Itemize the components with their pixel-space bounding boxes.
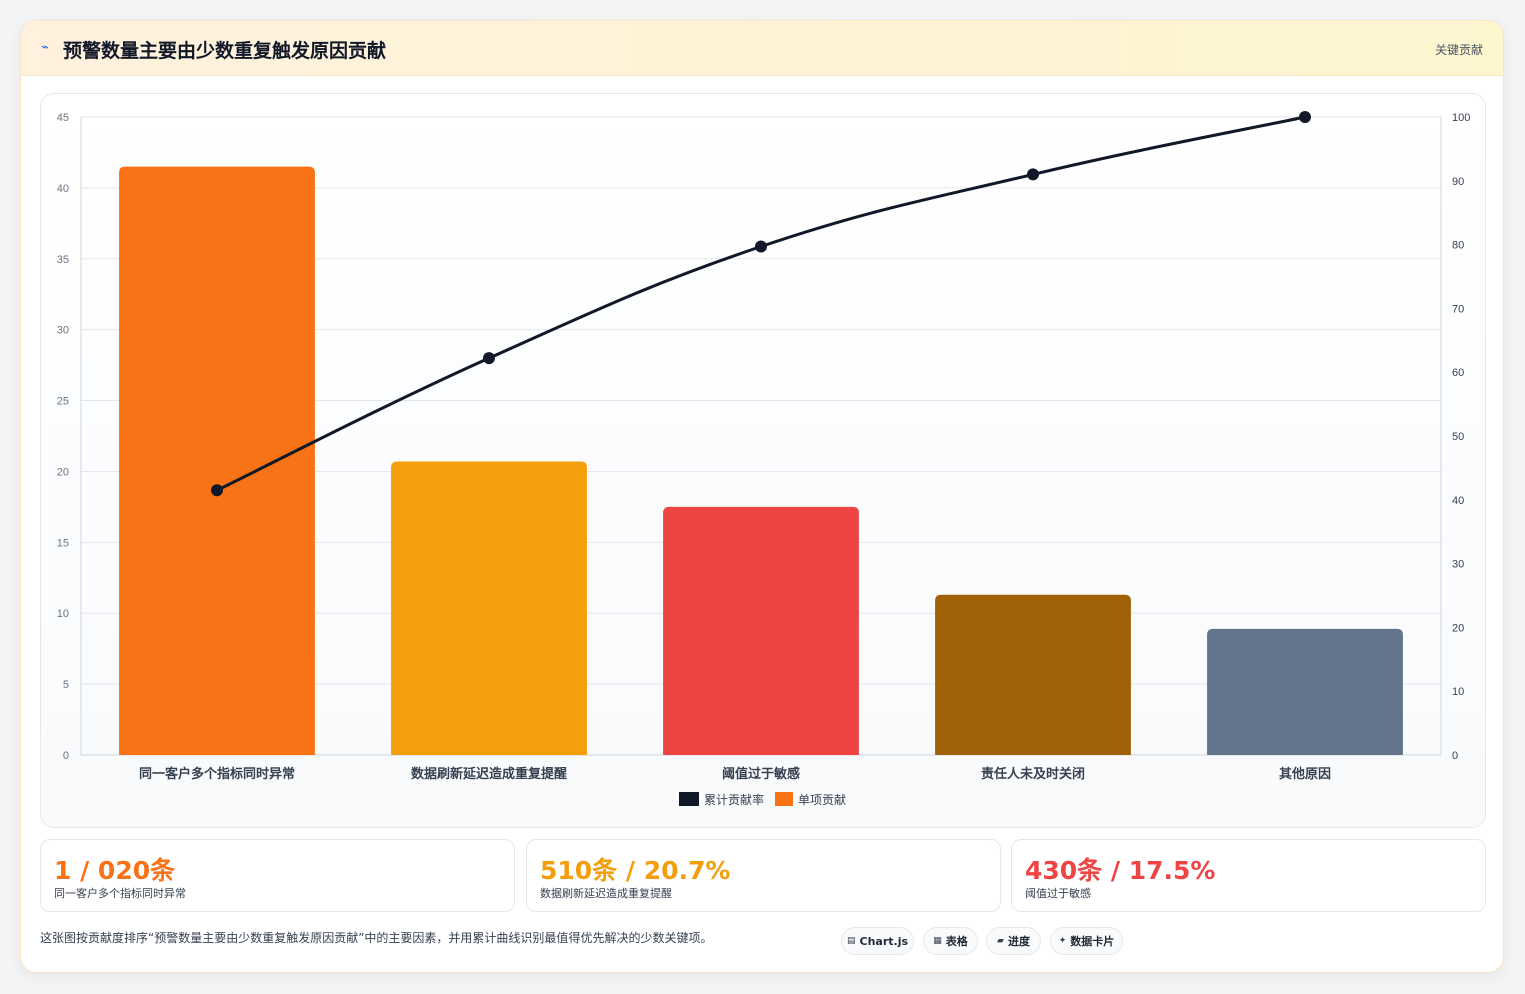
stat-card-2: 510条 / 20.7% 数据刷新延迟造成重复提醒: [526, 839, 1001, 912]
pill-datacard[interactable]: ✦ 数据卡片: [1050, 927, 1123, 955]
card-header: ⌁ 预警数量主要由少数重复触发原因贡献 关键贡献: [21, 21, 1503, 76]
chart-svg: 0 5 10 15 20 25 30 35 40 45 0 10 20 30 40 50 60 70 80 90 100…: [57, 111, 1470, 807]
legend-swatch-bar: [775, 792, 793, 806]
cumulative-line: [216, 115, 1306, 492]
lightning-icon: ⌁: [41, 40, 49, 55]
y2-tick-label: 40: [1452, 495, 1464, 507]
stat-card-1: 1 / 020条 同一客户多个指标同时异常: [40, 839, 515, 912]
progress-icon: ▰: [997, 936, 1004, 946]
y2-tick-label: 90: [1452, 176, 1464, 188]
x-tick-label: 其他原因: [1279, 766, 1331, 782]
y2-tick-label: 10: [1452, 686, 1464, 698]
legend-label: 单项贡献: [798, 792, 846, 807]
chart-footnote: 这张图按贡献度排序“预警数量主要由少数重复触发原因贡献”中的主要因素，并用累计曲…: [40, 931, 713, 945]
y-tick-label: 0: [63, 750, 69, 762]
y2-tick-label: 20: [1452, 622, 1464, 634]
legend-label: 累计贡献率: [704, 792, 764, 807]
y-tick-label: 15: [57, 537, 69, 549]
line-point: [483, 352, 495, 365]
y2-tick-label: 100: [1452, 112, 1470, 124]
header-tag: 关键贡献: [1434, 43, 1483, 57]
pill-chartjs[interactable]: ▤ Chart.js: [841, 927, 914, 955]
x-tick-label: 阈值过于敏感: [722, 766, 800, 782]
pill-table[interactable]: ▦ 表格: [923, 927, 978, 955]
y2-tick-label: 60: [1452, 367, 1464, 379]
bar: [663, 506, 859, 755]
stat-value: 1 / 020条: [54, 856, 176, 885]
legend-swatch-cumulative: [679, 792, 699, 806]
bar: [935, 594, 1131, 755]
bar: [1207, 628, 1403, 755]
stat-value: 510条 / 20.7%: [540, 856, 731, 885]
stat-label: 阈值过于敏感: [1025, 887, 1091, 900]
x-tick-label: 责任人未及时关闭: [981, 766, 1085, 782]
y-tick-label: 25: [57, 396, 69, 408]
y2-tick-label: 50: [1452, 431, 1464, 443]
y-tick-label: 10: [57, 608, 69, 620]
chart-icon: ▤: [846, 936, 856, 946]
y-tick-label: 45: [57, 112, 69, 124]
y-tick-label: 20: [57, 466, 69, 478]
pill-label: 进度: [1007, 935, 1030, 948]
report-card: ⌁ 预警数量主要由少数重复触发原因贡献 关键贡献 0 5 10 15 20 25 30 35 4…: [20, 20, 1504, 973]
y2-tick-label: 70: [1452, 303, 1464, 315]
page-title: 预警数量主要由少数重复触发原因贡献: [63, 40, 387, 62]
y-tick-label: 40: [57, 183, 69, 195]
y-tick-label: 30: [57, 325, 69, 337]
pill-label: Chart.js: [859, 934, 909, 948]
x-tick-label: 同一客户多个指标同时异常: [139, 766, 295, 782]
y-tick-label: 5: [63, 679, 69, 691]
stat-label: 数据刷新延迟造成重复提醒: [540, 887, 672, 900]
pill-label: 数据卡片: [1070, 935, 1115, 948]
bar: [119, 166, 315, 756]
pareto-chart: 0 5 10 15 20 25 30 35 40 45 0 10 20 30 40 50 60 70 80 90 100…: [40, 93, 1486, 828]
bar: [391, 461, 587, 755]
y2-tick-label: 0: [1452, 750, 1458, 762]
sparkle-icon: ✦: [1058, 936, 1067, 946]
pill-label: 表格: [945, 935, 968, 948]
x-tick-label: 数据刷新延迟造成重复提醒: [411, 766, 567, 782]
line-point: [755, 240, 767, 253]
pill-progress[interactable]: ▰ 进度: [986, 927, 1041, 955]
stat-label: 同一客户多个指标同时异常: [54, 887, 186, 900]
line-point: [1027, 168, 1039, 181]
y-tick-label: 35: [57, 254, 69, 266]
line-point: [211, 484, 223, 497]
y2-tick-label: 30: [1452, 559, 1464, 571]
y2-tick-label: 80: [1452, 240, 1464, 252]
stat-card-3: 430条 / 17.5% 阈值过于敏感: [1011, 839, 1486, 912]
stat-value: 430条 / 17.5%: [1025, 856, 1216, 885]
line-point: [1299, 111, 1311, 123]
table-icon: ▦: [933, 936, 942, 946]
